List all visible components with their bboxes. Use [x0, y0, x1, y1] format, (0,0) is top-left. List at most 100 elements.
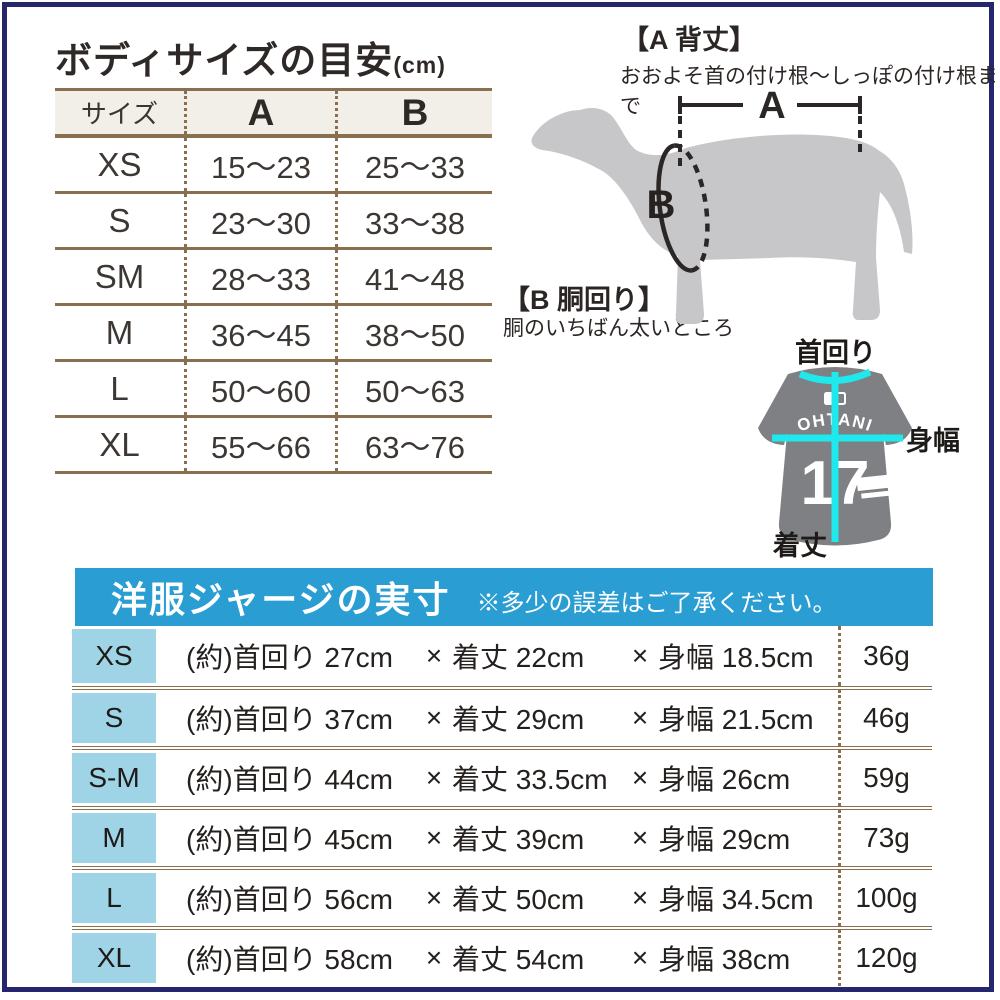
garment-size-row: S-M (約)首回り 44cm × 着丈 33.5cm × 身幅 26cm 59…: [72, 746, 932, 806]
garment-size-row: XS (約)首回り 27cm × 着丈 22cm × 身幅 18.5cm 36g: [72, 626, 932, 686]
a-range-cell: 23〜30: [187, 194, 338, 247]
a-range-cell: 15〜23: [187, 138, 338, 191]
column-header-size: サイズ: [55, 91, 187, 134]
body-size-title-unit: (cm): [393, 52, 446, 78]
size-label-cell: S: [72, 690, 156, 746]
length-measurement: 着丈 29cm: [452, 704, 585, 735]
measurements-cell: (約)首回り 44cm × 着丈 33.5cm × 身幅 26cm: [156, 750, 838, 806]
garment-size-note: ※多少の誤差はご了承ください。: [476, 589, 837, 617]
size-label-cell: S: [55, 194, 187, 247]
length-measurement: 着丈 54cm: [452, 944, 585, 975]
length-label: 着丈: [773, 531, 827, 561]
garment-size-header-bar: 洋服ジャージの実寸 ※多少の誤差はご了承ください。: [75, 568, 933, 626]
neck-measurement: (約)首回り 37cm: [186, 704, 393, 735]
weight-cell: 73g: [838, 810, 932, 866]
b-range-cell: 50〜63: [365, 374, 465, 409]
girth-ellipse: [656, 143, 710, 273]
b-range-cell: 33〜38: [365, 206, 465, 241]
measurements-cell: (約)首回り 58cm × 着丈 54cm × 身幅 38cm: [156, 930, 838, 986]
width-measurement: 身幅 29cm: [658, 824, 791, 855]
body-size-row: L 50〜60 50〜63: [55, 362, 492, 418]
size-label-cell: L: [72, 870, 156, 926]
multiply-sign: ×: [631, 762, 649, 793]
length-measurement: 着丈 33.5cm: [452, 764, 608, 795]
neck-measurement: (約)首回り 45cm: [186, 824, 393, 855]
size-label-cell: L: [55, 362, 187, 415]
length-measurement: 着丈 22cm: [452, 642, 585, 673]
neck-label: 首回り: [795, 338, 876, 368]
size-label-cell: M: [55, 306, 187, 359]
column-header-a: A: [187, 91, 338, 134]
measurements-cell: (約)首回り 56cm × 着丈 50cm × 身幅 34.5cm: [156, 870, 838, 926]
size-label-cell: XL: [55, 418, 187, 471]
width-measurement: 身幅 21.5cm: [658, 704, 814, 735]
multiply-sign: ×: [425, 942, 443, 973]
dachshund-silhouette: [531, 108, 913, 324]
garment-size-row: S (約)首回り 37cm × 着丈 29cm × 身幅 21.5cm 46g: [72, 686, 932, 746]
back-length-label-desc: おおよそ首の付け根〜しっぽの付け根まで: [620, 65, 998, 118]
back-length-label-title: 【A 背丈】: [622, 25, 756, 55]
b-range-cell: 38〜50: [365, 318, 465, 353]
multiply-sign: ×: [425, 640, 443, 671]
multiply-sign: ×: [631, 942, 649, 973]
length-measurement: 着丈 50cm: [452, 884, 585, 915]
measurements-cell: (約)首回り 27cm × 着丈 22cm × 身幅 18.5cm: [156, 626, 838, 686]
b-range-cell: 25〜33: [365, 150, 465, 185]
neck-measurement: (約)首回り 56cm: [186, 884, 393, 915]
b-range-cell: 63〜76: [365, 430, 465, 465]
weight-cell: 100g: [838, 870, 932, 926]
size-label-cell: XL: [72, 930, 156, 986]
weight-cell: 36g: [838, 626, 932, 686]
size-label-cell: SM: [55, 250, 187, 303]
size-label-cell: XS: [55, 138, 187, 191]
b-letter: B: [647, 183, 676, 227]
back-length-bracket: [678, 96, 862, 172]
a-range-cell: 55〜66: [187, 418, 338, 471]
size-label-cell: S-M: [72, 750, 156, 806]
multiply-sign: ×: [425, 822, 443, 853]
body-size-table-body: XS 15〜23 25〜33 S 23〜30 33〜38 SM 28〜33 41…: [55, 138, 492, 474]
width-measurement: 身幅 18.5cm: [658, 642, 814, 673]
jersey-measurement-diagram: OHTANI 17: [758, 367, 912, 546]
weight-cell: 46g: [838, 690, 932, 746]
length-measurement: 着丈 39cm: [452, 824, 585, 855]
multiply-sign: ×: [631, 702, 649, 733]
size-label-cell: XS: [72, 626, 156, 686]
body-size-row: M 36〜45 38〜50: [55, 306, 492, 362]
multiply-sign: ×: [425, 762, 443, 793]
width-measurement: 身幅 34.5cm: [658, 884, 814, 915]
body-size-table: サイズ A B XS 15〜23 25〜33 S 23〜30 33〜38: [55, 88, 492, 474]
garment-size-row: M (約)首回り 45cm × 着丈 39cm × 身幅 29cm 73g: [72, 806, 932, 866]
multiply-sign: ×: [631, 882, 649, 913]
hem-patch: [856, 474, 896, 499]
garment-size-row: XL (約)首回り 58cm × 着丈 54cm × 身幅 38cm 120g: [72, 926, 932, 986]
body-size-row: S 23〜30 33〜38: [55, 194, 492, 250]
dog-measurement-diagram: A B: [531, 85, 913, 324]
a-range-cell: 36〜45: [187, 306, 338, 359]
body-size-table-header: サイズ A B: [55, 88, 492, 138]
body-size-row: XL 55〜66 63〜76: [55, 418, 492, 474]
girth-label-title: 【B 胴回り】: [503, 285, 665, 315]
a-range-cell: 50〜60: [187, 362, 338, 415]
body-size-title: ボディサイズの目安(cm): [55, 30, 446, 84]
multiply-sign: ×: [631, 640, 649, 671]
multiply-sign: ×: [425, 702, 443, 733]
body-size-row: XS 15〜23 25〜33: [55, 138, 492, 194]
measurement-lines: [772, 368, 903, 542]
width-measurement: 身幅 26cm: [658, 764, 791, 795]
multiply-sign: ×: [631, 822, 649, 853]
garment-size-table: XS (約)首回り 27cm × 着丈 22cm × 身幅 18.5cm 36g…: [72, 626, 932, 986]
a-range-cell: 28〜33: [187, 250, 338, 303]
width-label: 身幅: [906, 426, 960, 456]
b-range-cell: 41〜48: [365, 262, 465, 297]
multiply-sign: ×: [425, 882, 443, 913]
girth-label-desc: 胴のいちばん太いところ: [503, 317, 734, 340]
measurements-cell: (約)首回り 37cm × 着丈 29cm × 身幅 21.5cm: [156, 690, 838, 746]
neck-measurement: (約)首回り 44cm: [186, 764, 393, 795]
garment-size-title: 洋服ジャージの実寸: [111, 579, 451, 620]
measurements-cell: (約)首回り 45cm × 着丈 39cm × 身幅 29cm: [156, 810, 838, 866]
weight-cell: 120g: [838, 930, 932, 986]
body-size-row: SM 28〜33 41〜48: [55, 250, 492, 306]
size-label-cell: M: [72, 810, 156, 866]
